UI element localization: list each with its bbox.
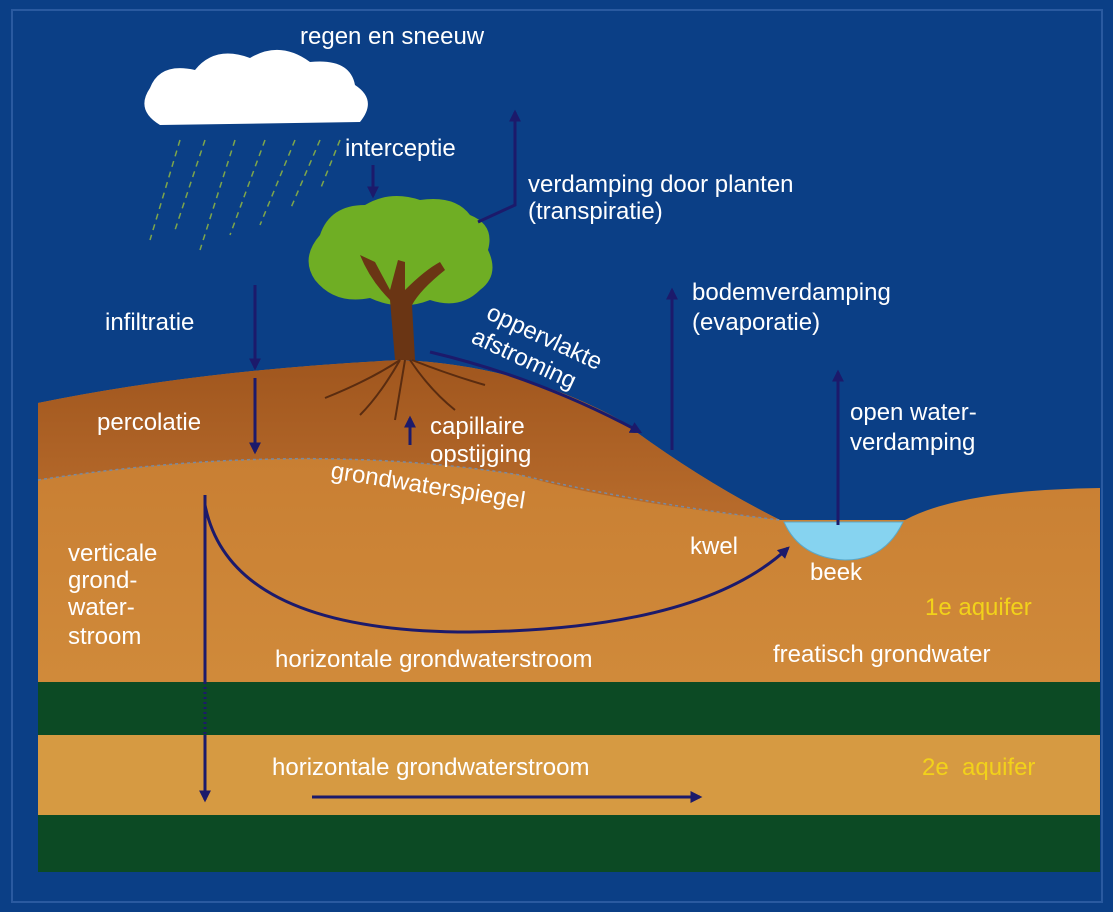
label: water-	[67, 594, 135, 621]
label: 1e aquifer	[925, 594, 1032, 621]
label: 2e aquifer	[922, 754, 1035, 781]
label: freatisch grondwater	[773, 641, 990, 668]
aquitard-2	[38, 815, 1100, 872]
label: interceptie	[345, 135, 456, 162]
label: kwel	[690, 533, 738, 560]
label: beek	[810, 559, 863, 586]
water-cycle-diagram: regen en sneeuw interceptie verdamping d…	[0, 0, 1113, 912]
label: (evaporatie)	[692, 309, 820, 336]
label: open water-	[850, 399, 977, 426]
label: verdamping door planten	[528, 171, 794, 198]
label: opstijging	[430, 441, 531, 468]
label: capillaire	[430, 413, 525, 440]
aquitard-1	[38, 682, 1100, 735]
label: verdamping	[850, 429, 975, 456]
label: percolatie	[97, 409, 201, 436]
label: regen en sneeuw	[300, 23, 485, 50]
label: grond-	[68, 567, 137, 594]
label: horizontale grondwaterstroom	[272, 754, 590, 781]
label: infiltratie	[105, 309, 194, 336]
label: verticale	[68, 540, 157, 567]
label: (transpiratie)	[528, 198, 663, 225]
label: bodemverdamping	[692, 279, 891, 306]
label: stroom	[68, 623, 141, 650]
label: horizontale grondwaterstroom	[275, 646, 593, 673]
